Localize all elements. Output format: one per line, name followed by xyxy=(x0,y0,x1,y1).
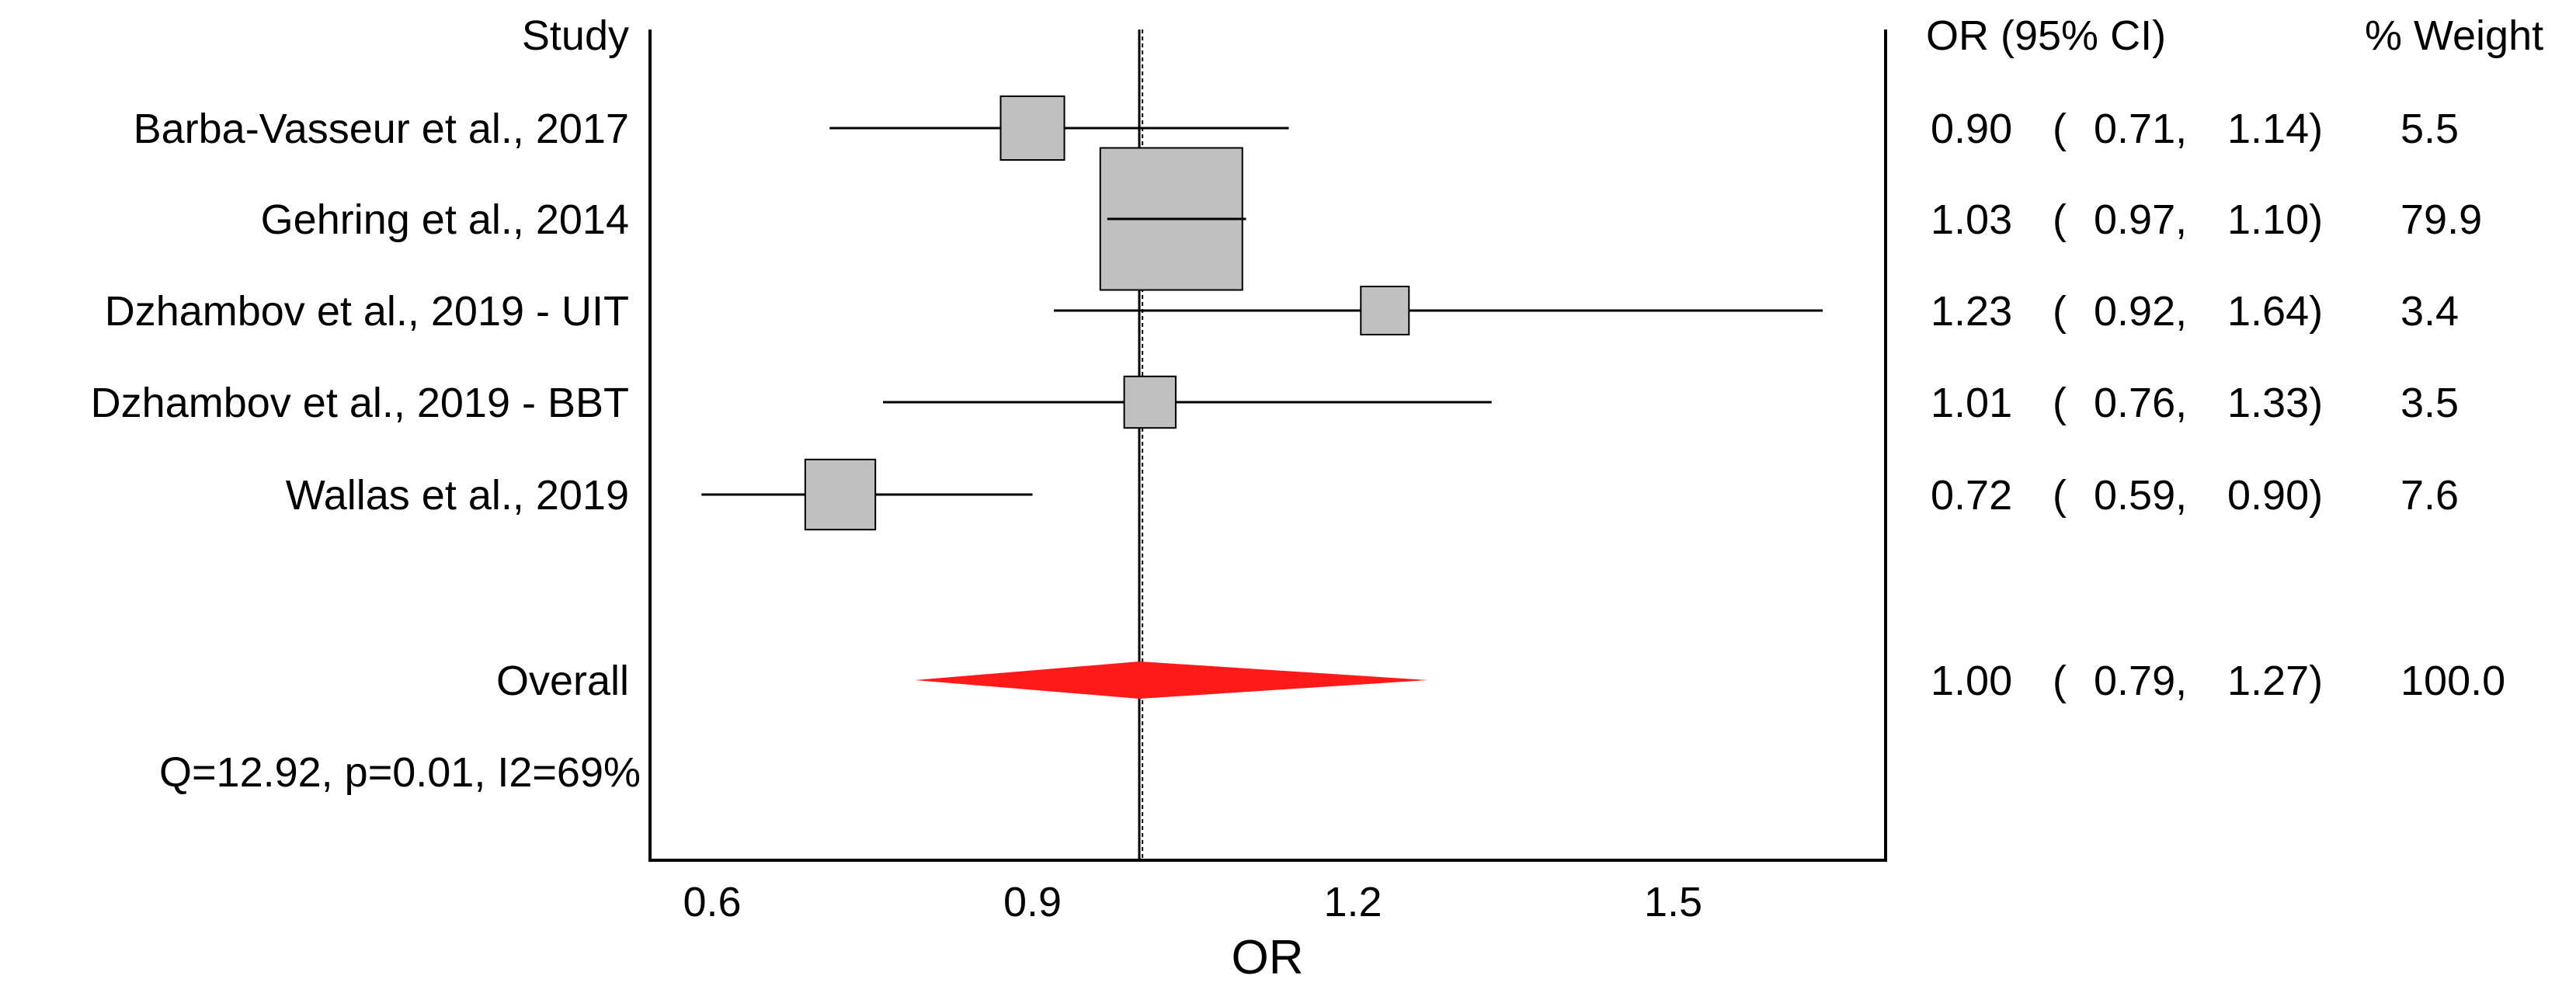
study-weight-box xyxy=(999,95,1066,161)
overall-label: Overall xyxy=(496,658,629,704)
overall-estimate: 1.00 ( 0.79, 1.27) 100.0 xyxy=(1931,658,2505,704)
study-ci-lower: 0.59, xyxy=(2094,472,2187,519)
x-tick-label: 1.5 xyxy=(1644,879,1702,925)
x-tick-label: 0.9 xyxy=(1003,879,1062,925)
study-row: Gehring et al., 2014 1.03 (0.97, 1.10) 79.9 xyxy=(261,147,2482,291)
study-column-header: Study xyxy=(522,12,629,59)
study-ci-upper: 1.64) xyxy=(2227,288,2323,335)
study-or-value: 0.90 xyxy=(1931,106,2012,152)
study-label: Wallas et al., 2019 xyxy=(286,472,629,519)
study-label: Barba-Vasseur et al., 2017 xyxy=(134,106,629,152)
overall-ci-upper: 1.27) xyxy=(2227,658,2323,704)
study-ci-lower: 0.71, xyxy=(2094,106,2187,152)
study-weight: 3.4 xyxy=(2400,288,2459,335)
overall-diamond xyxy=(915,661,1428,699)
study-open-paren: ( xyxy=(2053,288,2067,335)
study-weight: 79.9 xyxy=(2400,196,2482,243)
study-weight: 3.5 xyxy=(2400,380,2459,426)
study-open-paren: ( xyxy=(2053,380,2067,426)
overall-open-paren: ( xyxy=(2053,658,2067,704)
study-ci-upper: 1.10) xyxy=(2227,196,2323,243)
heterogeneity-stats: Q=12.92, p=0.01, I2=69% xyxy=(159,749,641,796)
x-axis-label: OR xyxy=(1232,931,1304,984)
x-tick-label: 0.6 xyxy=(683,879,741,925)
study-ci-upper: 0.90) xyxy=(2227,472,2323,519)
study-row: Dzhambov et al., 2019 - UIT 1.23 (0.92, 1.6… xyxy=(105,286,2459,335)
study-weight-box xyxy=(1360,286,1410,335)
study-open-paren: ( xyxy=(2053,106,2067,152)
study-ci-lower: 0.76, xyxy=(2094,380,2187,426)
study-label: Dzhambov et al., 2019 - BBT xyxy=(91,380,629,426)
study-or-value: 0.72 xyxy=(1931,472,2012,519)
study-ci-lower: 0.92, xyxy=(2094,288,2187,335)
study-ci-lower: 0.97, xyxy=(2094,196,2187,243)
study-label: Dzhambov et al., 2019 - UIT xyxy=(105,288,629,335)
overall-ci-lower: 0.79, xyxy=(2094,658,2187,704)
study-row: Dzhambov et al., 2019 - BBT 1.01 (0.76, 1.3… xyxy=(91,375,2459,429)
study-or-value: 1.23 xyxy=(1931,288,2012,335)
study-or-value: 1.01 xyxy=(1931,380,2012,426)
or-ci-column-header: OR (95% CI) xyxy=(1926,12,2166,59)
weight-column-header: % Weight xyxy=(2365,12,2543,59)
study-weight-box xyxy=(804,458,877,531)
study-label: Gehring et al., 2014 xyxy=(261,196,629,243)
overall-weight: 100.0 xyxy=(2400,658,2505,704)
study-row: Wallas et al., 2019 0.72 (0.59, 0.90) 7.6 xyxy=(286,458,2459,531)
x-tick-label: 1.2 xyxy=(1323,879,1382,925)
study-weight-box xyxy=(1123,375,1177,429)
overall-or-value: 1.00 xyxy=(1931,658,2012,704)
study-rows: Barba-Vasseur et al., 2017 0.90 (0.71, 1.14… xyxy=(91,95,2482,531)
study-row: Barba-Vasseur et al., 2017 0.90 (0.71, 1.14… xyxy=(134,95,2459,161)
study-weight: 5.5 xyxy=(2400,106,2459,152)
study-or-value: 1.03 xyxy=(1931,196,2012,243)
x-tick-labels: 0.6 0.9 1.2 1.5 xyxy=(683,879,1702,925)
study-open-paren: ( xyxy=(2053,472,2067,519)
study-ci-upper: 1.33) xyxy=(2227,380,2323,426)
study-weight: 7.6 xyxy=(2400,472,2459,519)
study-ci-upper: 1.14) xyxy=(2227,106,2323,152)
study-open-paren: ( xyxy=(2053,196,2067,243)
